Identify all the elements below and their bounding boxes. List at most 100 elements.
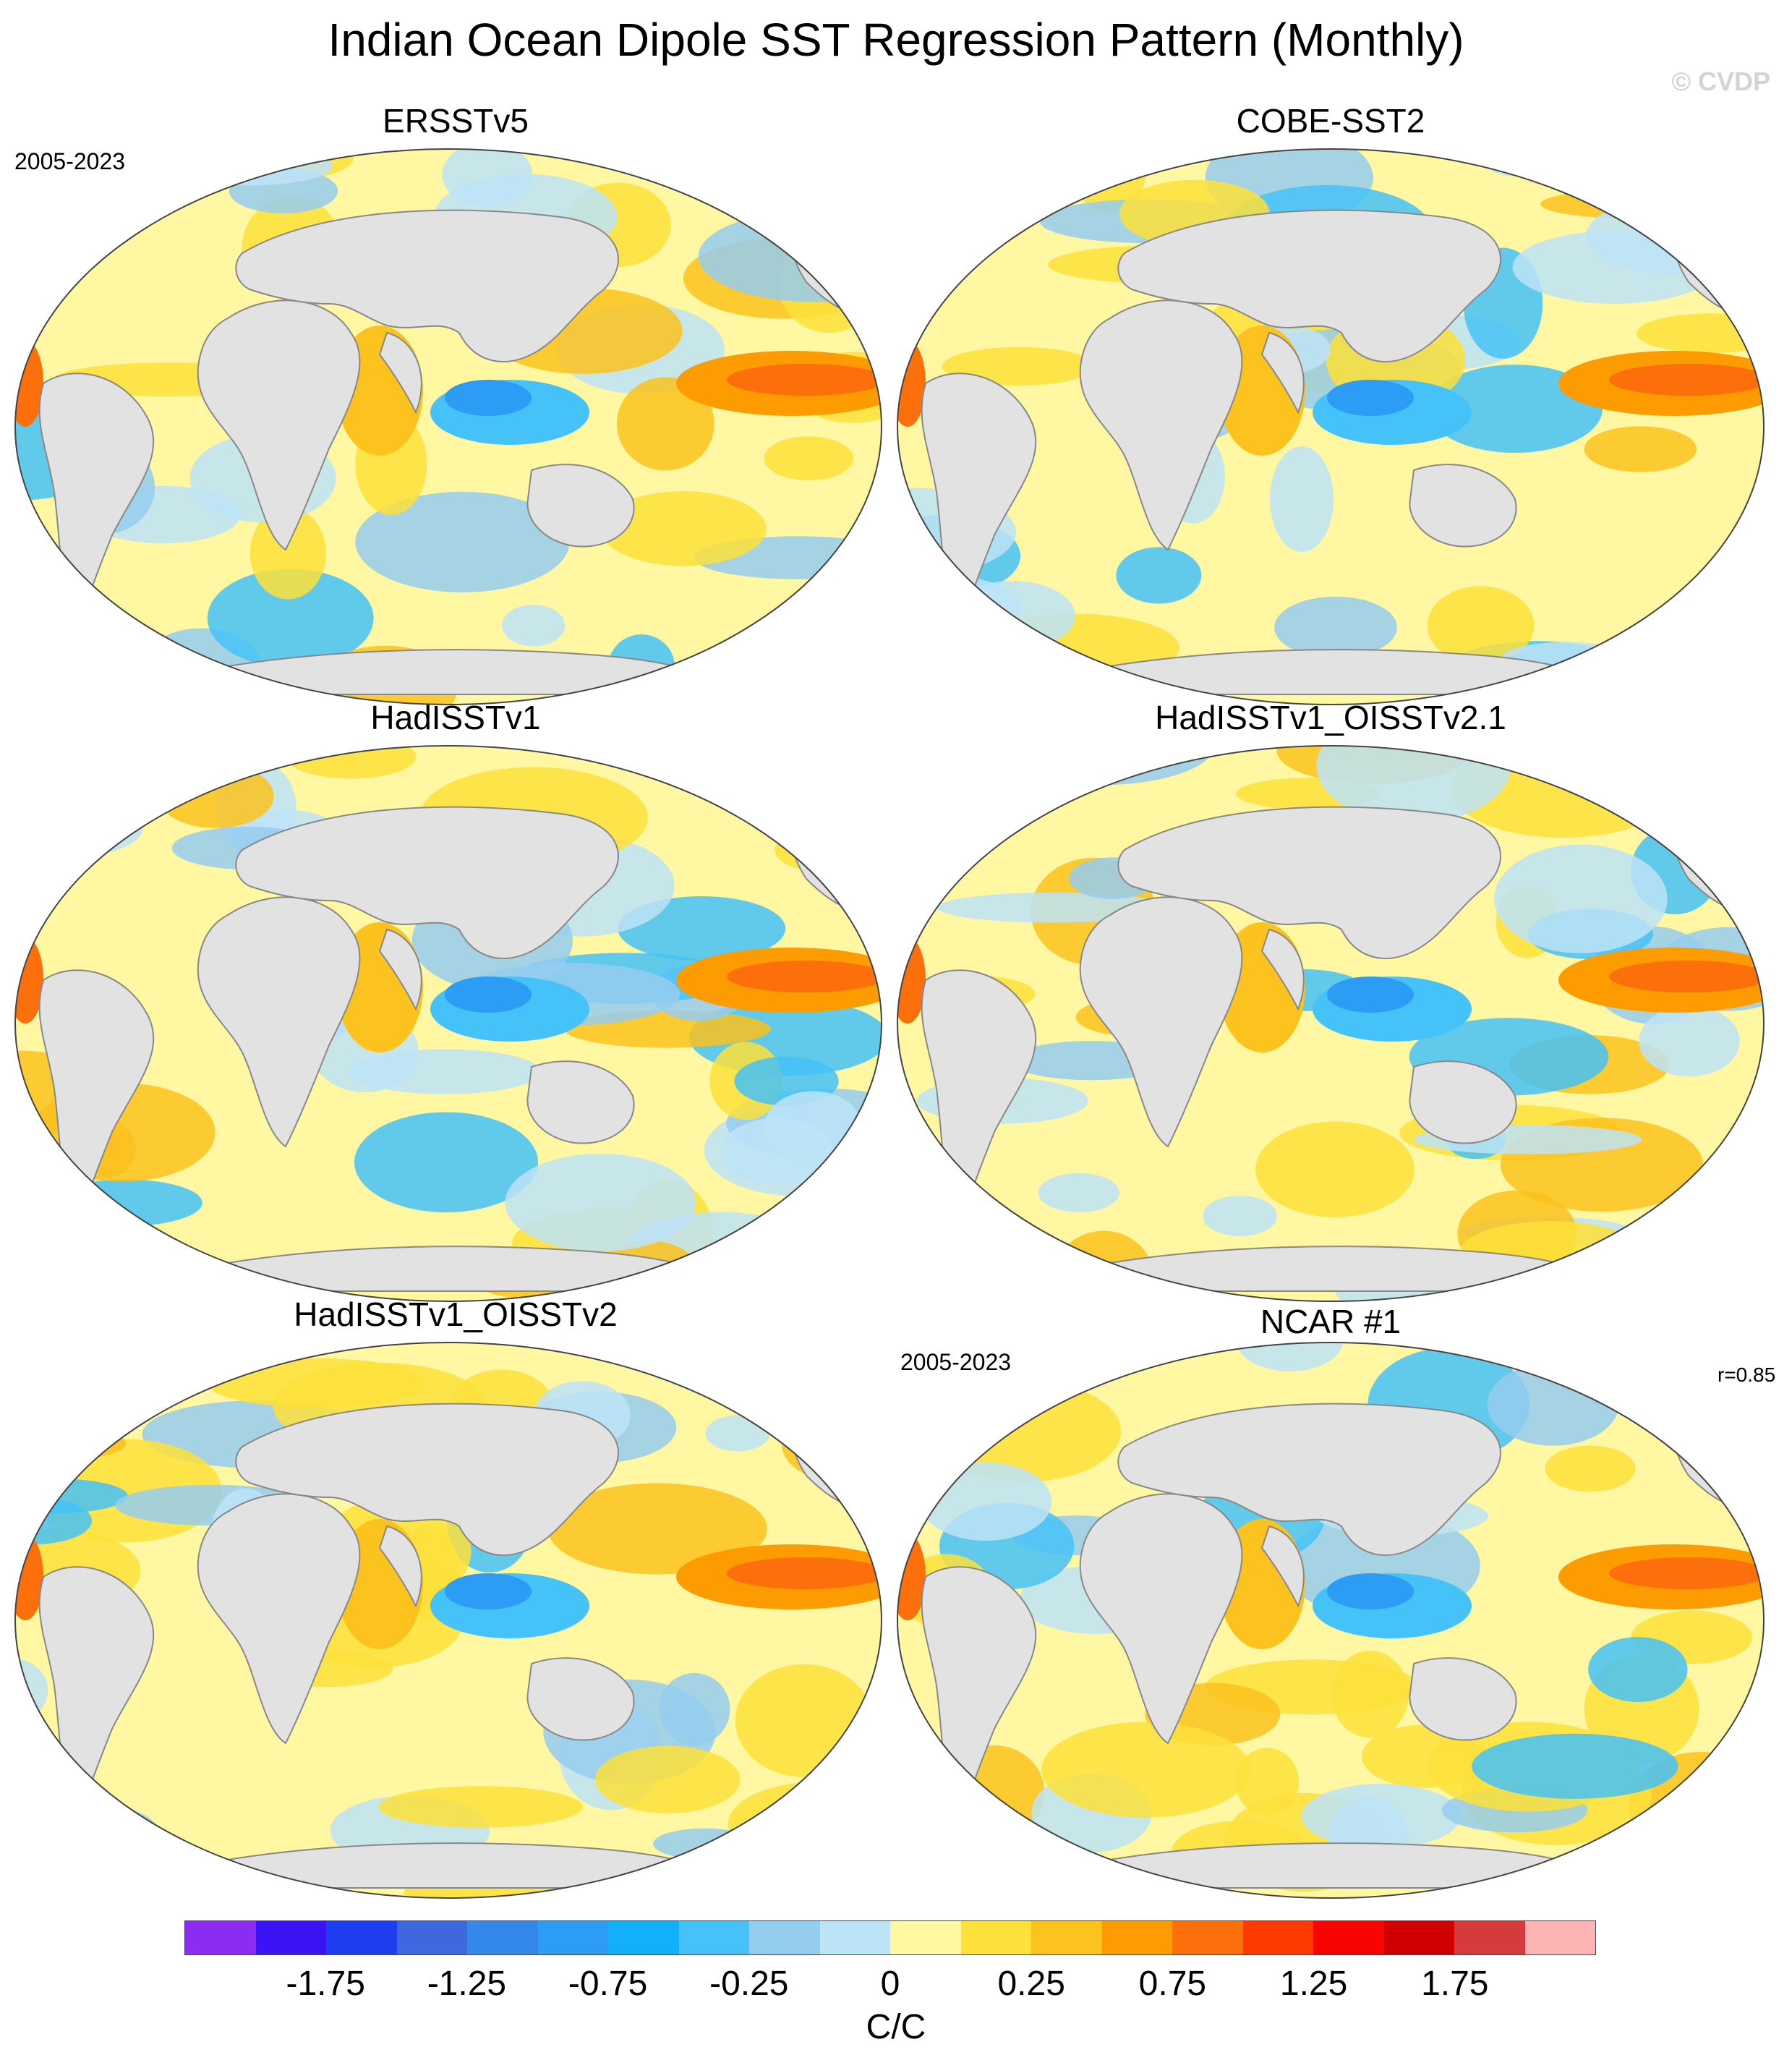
anomaly-region (705, 1415, 770, 1452)
figure-title: Indian Ocean Dipole SST Regression Patte… (328, 14, 1464, 66)
land-mass (235, 1403, 619, 1556)
period-label-1: 2005-2023 (14, 148, 126, 174)
anomaly-region (1255, 1121, 1415, 1217)
cold-anomaly-maritime-core (1327, 977, 1414, 1013)
land-mass (197, 896, 361, 1148)
cold-anomaly-maritime-core (445, 380, 532, 416)
colorbar-tick-label: -0.25 (709, 1965, 789, 2003)
anomaly-region (15, 1844, 154, 1898)
anomaly-region (355, 491, 570, 592)
anomaly-region (1545, 1445, 1636, 1492)
world-map-svg (14, 1342, 883, 1899)
anomaly-region (1236, 1343, 1344, 1371)
anomaly-region (1116, 547, 1202, 604)
colorbar-tick-label: -0.75 (568, 1965, 648, 2003)
anomaly-region (600, 491, 767, 566)
colorbar-swatch (608, 1921, 679, 1954)
anomaly-region (1715, 1745, 1764, 1829)
land-mass (1260, 928, 1305, 1011)
anomaly-region (19, 149, 168, 187)
colorbar-tick-label: -1.25 (427, 1965, 507, 2003)
anomaly-region (764, 1091, 862, 1163)
anomaly-region (249, 507, 326, 600)
land-mass (1117, 806, 1501, 959)
colorbar-swatch (1313, 1921, 1384, 1954)
colorbar-tick-label: 1.25 (1279, 1965, 1348, 2003)
anomaly-region (1512, 231, 1718, 304)
anomaly-region (1584, 426, 1697, 472)
anomaly-region (764, 436, 854, 481)
anomaly-region (777, 634, 841, 705)
land-mass (1117, 1403, 1501, 1556)
cold-anomaly-maritime-core (445, 1573, 532, 1609)
colorbar-swatch (537, 1921, 608, 1954)
land-mass (235, 806, 619, 959)
anomaly-region (616, 377, 714, 471)
anomaly-region (1523, 1273, 1713, 1301)
map-panel-1 (11, 145, 886, 709)
land-mass (526, 1060, 635, 1144)
colorbar-swatch (890, 1921, 961, 1954)
colorbar-tick-label: 0 (880, 1965, 900, 2003)
anomaly-region (354, 1112, 539, 1213)
cold-anomaly-maritime-core (445, 977, 532, 1013)
anomaly-region (1203, 1195, 1277, 1236)
anomaly-region (15, 149, 146, 227)
colorbar-swatch (1172, 1921, 1243, 1954)
colorbar-swatch (326, 1921, 397, 1954)
anomaly-region (349, 1049, 542, 1094)
anomaly-region (60, 167, 136, 215)
colorbar-swatch (960, 1921, 1031, 1954)
warm-anomaly-pacific-core (727, 961, 882, 992)
anomaly-region (15, 1427, 127, 1460)
colorbar-swatch (1383, 1921, 1454, 1954)
colorbar-swatch (185, 1921, 256, 1954)
anomaly-region (901, 1343, 1087, 1364)
anomaly-region (1472, 1733, 1678, 1799)
map-outline (14, 745, 883, 1302)
anomaly-region (1270, 446, 1334, 553)
map-outline (896, 1342, 1765, 1899)
land-mass (526, 1657, 635, 1741)
anomaly-region (1671, 1249, 1730, 1301)
land-mass (197, 299, 361, 551)
warm-anomaly-pacific-core (1609, 1557, 1764, 1589)
world-map-svg (14, 745, 883, 1302)
land-mass (1409, 1060, 1517, 1144)
anomaly-region (948, 580, 1075, 651)
warm-anomaly-pacific-core (1609, 364, 1764, 396)
land-mass (378, 928, 422, 1011)
land-mass (1079, 1493, 1243, 1745)
colorbar (184, 1920, 1596, 1955)
land-mass (378, 1525, 422, 1608)
colorbar-swatch (819, 1921, 890, 1954)
anomaly-region (505, 1153, 696, 1252)
land-mass (1079, 299, 1243, 551)
anomaly-region (1639, 1005, 1740, 1077)
map-outline (896, 148, 1765, 705)
map-outline (896, 745, 1765, 1302)
anomaly-region (1316, 746, 1511, 824)
world-map-svg (896, 745, 1765, 1302)
colorbar-swatch (396, 1921, 467, 1954)
anomaly-region (207, 569, 374, 668)
colorbar-tick-label: 1.75 (1421, 1965, 1489, 2003)
map-outline (14, 148, 883, 705)
land-mass (378, 331, 422, 414)
land-mass (1260, 1525, 1305, 1608)
colorbar-swatch (1031, 1921, 1102, 1954)
panel-title-6: NCAR #1 (1260, 1303, 1401, 1340)
world-map-svg (896, 148, 1765, 705)
anomaly-region (15, 1233, 93, 1282)
land-mass (197, 1493, 361, 1745)
colorbar-tick-label: -1.75 (286, 1965, 365, 2003)
warm-anomaly-pacific-core (727, 1557, 882, 1589)
anomaly-region (986, 1343, 1128, 1369)
anomaly-region (1588, 1636, 1688, 1702)
map-panel-2 (893, 145, 1768, 709)
land-mass (526, 464, 635, 548)
map-panel-3 (11, 741, 886, 1306)
anomaly-region (502, 605, 566, 647)
land-mass (1409, 1657, 1517, 1741)
land-mass (235, 209, 619, 362)
